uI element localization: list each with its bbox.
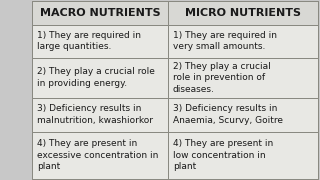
Bar <box>168 25 318 58</box>
Text: 4) They are present in
low concentration in
plant: 4) They are present in low concentration… <box>173 140 273 171</box>
Bar <box>32 132 168 179</box>
Text: 1) They are required in
large quantities.: 1) They are required in large quantities… <box>37 31 141 51</box>
Text: 3) Deficiency results in
Anaemia, Scurvy, Goitre: 3) Deficiency results in Anaemia, Scurvy… <box>173 105 283 125</box>
Bar <box>168 1 318 25</box>
Bar <box>168 132 318 179</box>
Text: 4) They are present in
excessive concentration in
plant: 4) They are present in excessive concent… <box>37 140 158 171</box>
Bar <box>168 58 318 98</box>
Bar <box>32 98 168 132</box>
Bar <box>32 1 318 179</box>
Bar <box>168 98 318 132</box>
Text: 2) They play a crucial role
in providing energy.: 2) They play a crucial role in providing… <box>37 68 155 88</box>
Text: MICRO NUTRIENTS: MICRO NUTRIENTS <box>185 8 301 18</box>
Text: 3) Deficiency results in
malnutrition, kwashiorkor: 3) Deficiency results in malnutrition, k… <box>37 105 153 125</box>
Bar <box>32 25 168 58</box>
Text: 1) They are required in
very small amounts.: 1) They are required in very small amoun… <box>173 31 277 51</box>
Text: 2) They play a crucial
role in prevention of
diseases.: 2) They play a crucial role in preventio… <box>173 62 270 94</box>
Text: MACRO NUTRIENTS: MACRO NUTRIENTS <box>40 8 160 18</box>
Bar <box>32 1 168 25</box>
Bar <box>32 58 168 98</box>
